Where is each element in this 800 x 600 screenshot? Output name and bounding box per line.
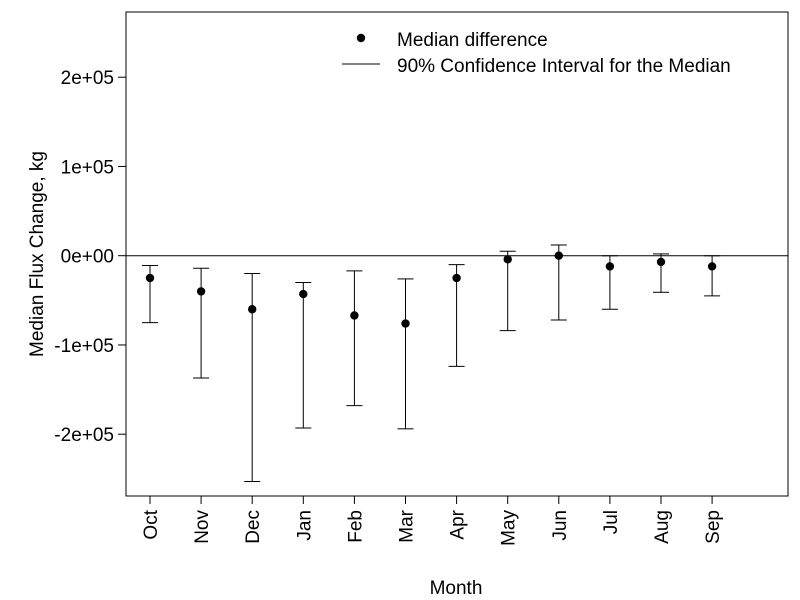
y-axis: 2e+05 1e+05 0e+00 -1e+05 -2e+05 — [54, 68, 126, 446]
x-tick-label: Feb — [345, 510, 366, 543]
median-point — [554, 251, 563, 260]
median-point — [452, 273, 461, 283]
median-point — [401, 319, 410, 328]
median-point — [707, 262, 717, 271]
x-axis: Oct Nov Dec Jan Feb Mar Apr May Jun Jul Aug Sep — [141, 496, 724, 546]
y-tick-label: 0e+00 — [61, 247, 114, 268]
x-tick-label: Aug — [652, 510, 673, 544]
y-tick-label: -1e+05 — [54, 336, 114, 357]
legend-label-median: Median difference — [397, 30, 548, 51]
y-tick-label: -2e+05 — [54, 425, 114, 446]
x-tick-label: Oct — [141, 509, 162, 539]
x-tick-label: Jun — [550, 510, 571, 541]
x-tick-label: Apr — [448, 509, 469, 539]
x-tick-label: Dec — [243, 510, 264, 544]
median-point — [656, 257, 666, 267]
legend-label-ci: 90% Confidence Interval for the Median — [397, 56, 731, 77]
y-tick-label: 2e+05 — [61, 68, 114, 89]
legend-marker-median — [356, 33, 366, 43]
median-point — [503, 255, 512, 264]
median-point — [299, 289, 308, 299]
x-tick-label: Jul — [601, 510, 622, 534]
confidence-intervals — [142, 244, 721, 483]
median-point — [145, 273, 155, 283]
median-point — [248, 305, 257, 314]
x-tick-label: Sep — [703, 510, 724, 544]
plot-frame — [125, 11, 789, 497]
x-axis-title: Month — [430, 578, 483, 599]
y-axis-title: Median Flux Change, kg — [27, 151, 48, 357]
median-point — [605, 262, 615, 271]
x-tick-label: May — [499, 510, 520, 546]
x-tick-label: Jan — [294, 510, 315, 541]
y-tick-label: 1e+05 — [61, 157, 114, 178]
legend: Median difference 90% Confidence Interva… — [342, 30, 731, 77]
median-point — [350, 311, 359, 320]
median-points — [145, 251, 717, 328]
median-point — [196, 287, 206, 296]
x-tick-label: Mar — [397, 509, 418, 542]
x-tick-label: Nov — [192, 510, 213, 544]
